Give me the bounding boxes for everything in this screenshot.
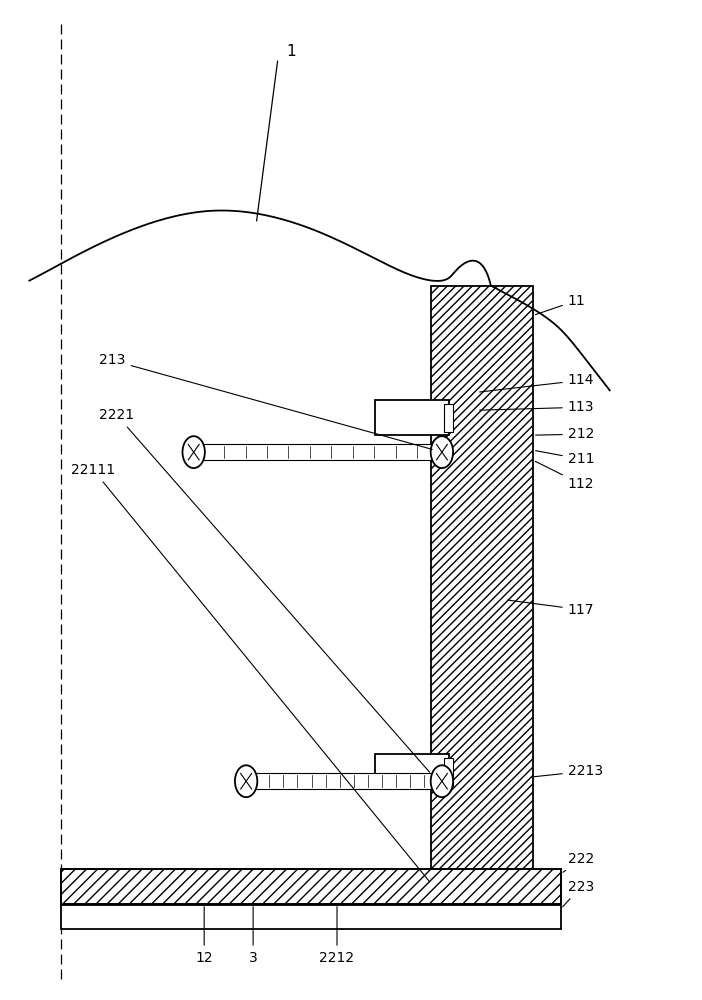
Text: 12: 12 (195, 907, 213, 965)
Text: 212: 212 (536, 427, 594, 441)
Text: 117: 117 (508, 600, 595, 617)
Circle shape (431, 436, 453, 468)
Text: 213: 213 (99, 353, 432, 449)
Text: 2213: 2213 (532, 764, 603, 778)
Text: 22111: 22111 (72, 463, 430, 882)
Polygon shape (444, 404, 453, 432)
Circle shape (183, 436, 205, 468)
Text: 114: 114 (479, 373, 595, 392)
Polygon shape (444, 758, 453, 786)
Polygon shape (61, 905, 561, 929)
Polygon shape (376, 400, 449, 435)
Polygon shape (252, 773, 442, 789)
Polygon shape (376, 754, 449, 789)
Circle shape (431, 765, 453, 797)
Polygon shape (199, 444, 442, 460)
Text: 2212: 2212 (319, 907, 355, 965)
Text: 2221: 2221 (99, 408, 430, 772)
Polygon shape (432, 286, 533, 884)
Text: 113: 113 (479, 400, 595, 414)
Text: 223: 223 (562, 880, 594, 907)
Polygon shape (61, 869, 561, 904)
Text: 11: 11 (536, 294, 585, 315)
Text: 3: 3 (249, 907, 258, 965)
Text: 1: 1 (286, 44, 296, 59)
Circle shape (235, 765, 258, 797)
Text: 112: 112 (536, 461, 595, 491)
Text: 211: 211 (536, 451, 595, 466)
Text: 222: 222 (563, 852, 594, 872)
